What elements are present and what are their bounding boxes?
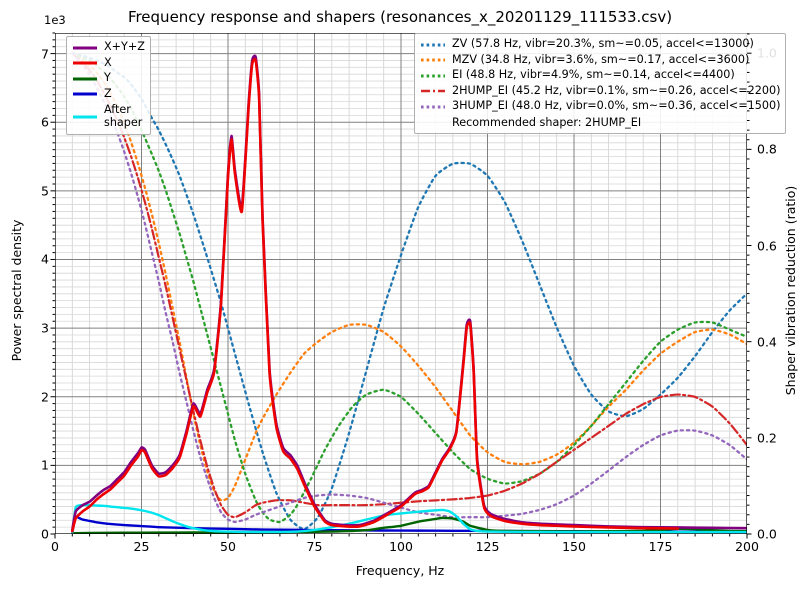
- legend-item-label: Z: [104, 86, 112, 100]
- x-tick-label: 50: [220, 539, 236, 554]
- x-tick-label: 0: [51, 539, 59, 554]
- y-left-tick-label: 6: [41, 114, 49, 130]
- legend-axes-series: X+Y+Z X Y Z After shaper: [66, 36, 151, 135]
- page-title: Frequency response and shapers (resonanc…: [127, 8, 673, 26]
- x-tick-label: 100: [389, 539, 413, 554]
- y-left-tick-label: 2: [41, 389, 49, 405]
- legend-shapers: ZV (57.8 Hz, vibr=20.3%, sm~=0.05, accel…: [414, 33, 787, 134]
- shaper-curve-ei: [71, 52, 747, 524]
- legend-swatch-icon: [72, 111, 98, 123]
- legend-item-ei: EI (48.8 Hz, vibr=4.9%, sm~=0.14, accel<…: [420, 68, 780, 84]
- y-left-tick-label: 4: [41, 251, 49, 267]
- psd-curve-after-shaper: [71, 503, 747, 534]
- legend-item-label: X: [104, 55, 112, 69]
- y-left-tick-label: 0: [41, 526, 49, 542]
- legend-item-3hump_ei: 3HUMP_EI (48.0 Hz, vibr=0.0%, sm~=0.36, …: [420, 99, 780, 115]
- legend-swatch-icon: [72, 73, 98, 85]
- x-tick-label: 25: [133, 539, 150, 554]
- y-right-tick-label: 0.0: [757, 526, 777, 542]
- x-tick-label: 125: [475, 539, 500, 554]
- legend-item-z: Z: [72, 87, 145, 103]
- legend-item-2hump_ei: 2HUMP_EI (45.2 Hz, vibr=0.1%, sm~=0.26, …: [420, 84, 780, 100]
- shaper-curve-zv: [71, 52, 747, 531]
- legend-swatch-icon: [72, 88, 98, 100]
- legend-swatch-icon: [72, 42, 98, 54]
- x-tick-label: 175: [648, 539, 673, 554]
- y-right-tick-label: 0.4: [757, 334, 777, 350]
- y-left-tick-label: 1: [41, 457, 49, 473]
- x-axis-title: Frequency, Hz: [355, 563, 445, 578]
- legend-item-y: Y: [72, 71, 145, 87]
- x-tick-label: 200: [735, 539, 759, 554]
- x-tick-label: 150: [562, 539, 586, 554]
- legend-item-label: X+Y+Z: [104, 40, 145, 54]
- psd-curve-x: [71, 57, 680, 533]
- legend-item-label: MZV (34.8 Hz, vibr=3.6%, sm~=0.17, accel…: [452, 52, 750, 66]
- legend-item-after-shaper: After shaper: [72, 102, 145, 131]
- shaper-curves: [71, 52, 747, 531]
- y-right-tick-label: 0.6: [757, 238, 777, 254]
- legend-swatch-icon: [420, 101, 446, 113]
- legend-item-label: Y: [104, 71, 111, 85]
- psd-curves: [71, 54, 747, 534]
- legend-swatch-icon: [420, 85, 446, 97]
- legend-item-label: ZV (57.8 Hz, vibr=20.3%, sm~=0.05, accel…: [452, 37, 754, 51]
- legend-item-label: EI (48.8 Hz, vibr=4.9%, sm~=0.14, accel<…: [452, 68, 735, 82]
- legend-swatch-icon: [72, 57, 98, 69]
- shaper-curve-3hump_ei: [71, 52, 747, 524]
- y-right-tick-label: 0.8: [757, 141, 777, 157]
- legend-item-zv: ZV (57.8 Hz, vibr=20.3%, sm~=0.05, accel…: [420, 37, 780, 53]
- legend-swatch-icon: [420, 70, 446, 82]
- legend-item-x: X: [72, 56, 145, 72]
- y-left-tick-label: 5: [41, 183, 49, 199]
- y-right-tick-label: 0.2: [757, 430, 777, 446]
- shaper-curve-2hump_ei: [71, 52, 747, 519]
- legend-item-label: 3HUMP_EI (48.0 Hz, vibr=0.0%, sm~=0.36, …: [452, 99, 781, 113]
- y-left-tick-label: 7: [41, 46, 49, 62]
- legend-swatch-icon: [420, 54, 446, 66]
- x-tick-label: 75: [306, 539, 323, 554]
- legend-item-label: 2HUMP_EI (45.2 Hz, vibr=0.1%, sm~=0.26, …: [452, 83, 781, 97]
- legend-swatch-icon: [420, 39, 446, 51]
- y-left-tick-label: 3: [41, 320, 49, 336]
- legend-item-label: After shaper: [104, 102, 143, 129]
- recommended-shaper-note: Recommended shaper: 2HUMP_EI: [452, 115, 642, 129]
- legend-item-x-y-z: X+Y+Z: [72, 40, 145, 56]
- y-axis-offset-label: 1e3: [44, 13, 66, 27]
- legend-item-mzv: MZV (34.8 Hz, vibr=3.6%, sm~=0.17, accel…: [420, 53, 780, 69]
